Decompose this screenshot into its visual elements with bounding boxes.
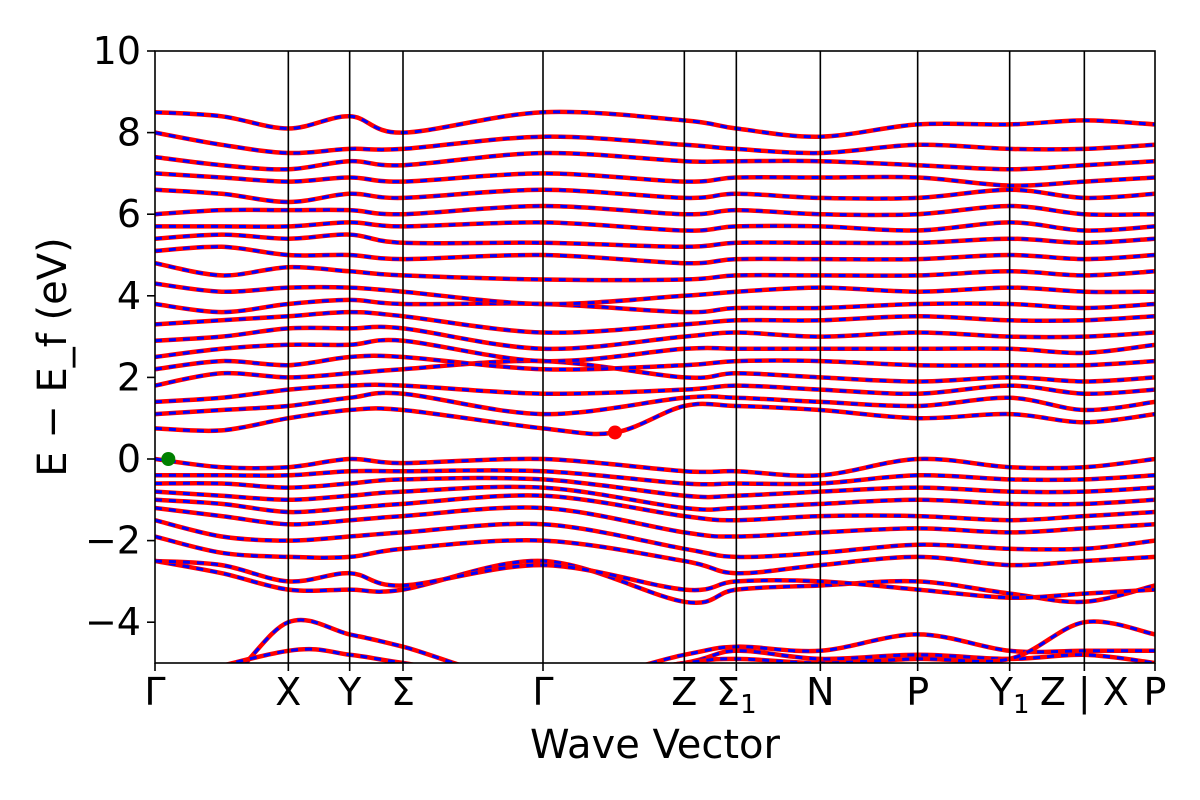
band-line-spin-up bbox=[155, 244, 1155, 266]
band-line-spin-up bbox=[155, 171, 1155, 188]
y-tick-label: 2 bbox=[117, 355, 141, 399]
band-line-spin-up bbox=[155, 203, 1155, 218]
band-line-spin-up bbox=[155, 187, 1155, 205]
band-line-spin-down bbox=[155, 505, 1155, 539]
x-tick-label: Y bbox=[337, 670, 362, 714]
x-tick-label: X bbox=[275, 670, 301, 714]
x-tick-label: N bbox=[806, 670, 834, 714]
plot-frame bbox=[154, 50, 1156, 664]
x-tick-label: Z bbox=[671, 670, 697, 714]
x-tick-label: P bbox=[906, 670, 929, 714]
y-tick-label: 6 bbox=[117, 192, 141, 236]
y-tick-label: 0 bbox=[117, 437, 141, 481]
x-tick-label: Y1 bbox=[989, 670, 1030, 720]
y-tick-label: −2 bbox=[85, 519, 141, 563]
x-tick-label: Σ1 bbox=[716, 670, 757, 720]
markers-layer bbox=[161, 425, 622, 466]
band-line-spin-up bbox=[155, 150, 1155, 172]
conduction-band-min-marker bbox=[608, 425, 622, 440]
band-line-spin-down bbox=[155, 559, 1155, 605]
y-tick-label: 10 bbox=[93, 29, 141, 73]
y-ticks-layer: −4 −2 0 2 4 6 8 10 bbox=[85, 29, 155, 644]
band-line-spin-up bbox=[155, 130, 1155, 156]
band-line-spin-up bbox=[155, 232, 1155, 250]
y-tick-label: −4 bbox=[85, 600, 141, 644]
kpoint-lines-layer bbox=[287, 51, 1086, 663]
y-axis-label: E − E_f (eV) bbox=[30, 237, 76, 476]
band-line-spin-up bbox=[155, 220, 1155, 233]
y-tick-label: 4 bbox=[117, 274, 141, 318]
band-line-spin-down bbox=[155, 402, 1155, 436]
band-line-spin-up bbox=[155, 109, 1155, 139]
x-tick-label: Z | X bbox=[1040, 670, 1129, 715]
band-line-spin-down bbox=[155, 559, 1155, 600]
x-tick-label: P bbox=[1144, 670, 1167, 714]
x-ticks-layer: Γ X Y Σ Γ Z Σ1 N P Y1 Z | X P bbox=[144, 663, 1166, 720]
band-line-spin-up bbox=[155, 260, 1155, 283]
valence-band-max-marker bbox=[161, 452, 176, 466]
band-line-spin-up bbox=[155, 390, 1155, 417]
x-axis-label: Wave Vector bbox=[530, 722, 781, 768]
band-line-spin-up bbox=[155, 337, 1155, 364]
x-tick-label: Γ bbox=[532, 670, 553, 714]
band-line-spin-up bbox=[155, 468, 1155, 487]
band-line-spin-up bbox=[155, 297, 1155, 315]
x-tick-label: Γ bbox=[144, 670, 165, 714]
x-tick-label: Σ bbox=[391, 670, 415, 714]
bands-layer bbox=[155, 109, 1155, 663]
band-line-spin-up bbox=[223, 619, 1155, 663]
band-line-spin-up bbox=[155, 353, 1155, 372]
y-tick-label: 8 bbox=[117, 111, 141, 155]
